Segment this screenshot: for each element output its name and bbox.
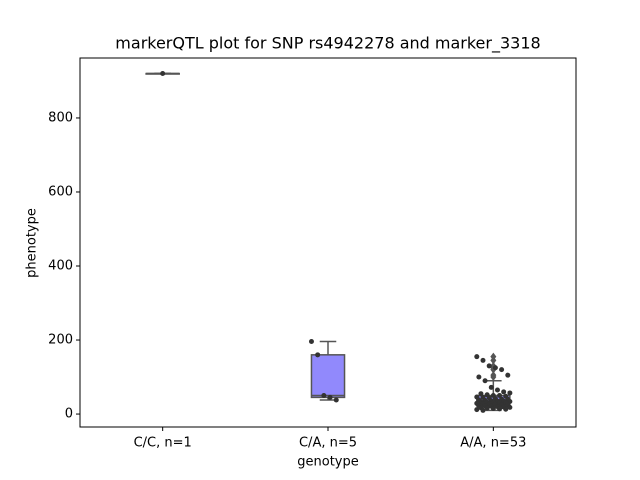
point [497,393,503,399]
y-axis-label: phenotype [25,208,40,278]
y-tick-label: 600 [48,184,73,199]
point [505,372,511,378]
y-tick-label: 200 [48,333,73,348]
chart-title: markerQTL plot for SNP rs4942278 and mar… [115,34,540,54]
point [160,71,166,77]
x-axis-label: genotype [297,455,358,470]
x-tick-label: A/A, n=53 [460,436,526,451]
point [488,384,494,390]
box [310,354,346,399]
outlier [490,371,497,380]
x-tick-label: C/A, n=5 [299,436,357,451]
point [497,406,503,412]
point [480,357,486,363]
point [494,387,500,393]
point [476,374,482,380]
point [315,352,321,358]
point [492,365,498,371]
point [474,407,480,413]
point [484,405,490,411]
plot-frame [79,57,577,428]
point [490,405,496,411]
y-tick-label: 400 [48,259,73,274]
point [507,398,513,404]
point [507,404,513,410]
point [482,378,488,384]
point [308,339,314,345]
x-tick-label: C/C, n=1 [134,436,192,451]
point [507,390,513,396]
point [478,391,484,397]
outlier [490,352,497,361]
point [321,393,327,399]
y-tick-label: 800 [48,110,73,125]
point [327,394,333,400]
y-tick-label: 0 [65,407,73,422]
point [480,407,486,413]
point [501,389,507,395]
point [499,367,505,373]
point [333,397,339,403]
point [486,363,492,369]
point [474,354,480,360]
point [503,406,509,412]
